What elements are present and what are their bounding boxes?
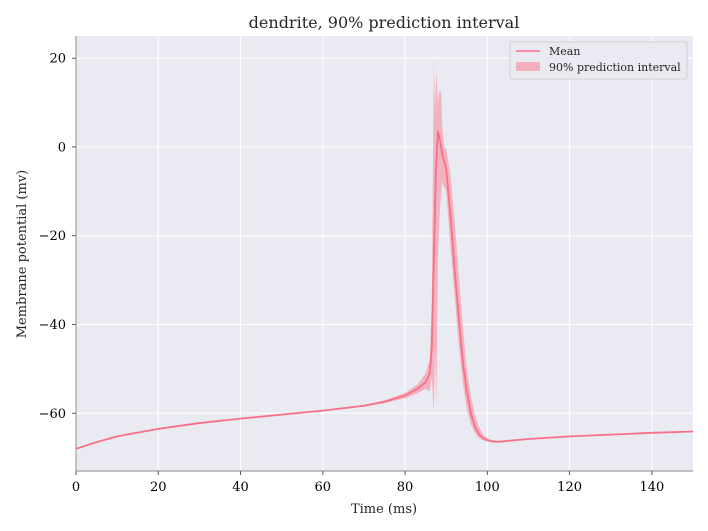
x-tick-label: 20 [150, 480, 167, 495]
legend-box [509, 41, 688, 80]
x-tick-label: 80 [397, 480, 414, 495]
y-tick-label: −40 [39, 318, 66, 333]
y-axis-ticks: 20 0 −20 −40 −60 [39, 52, 76, 422]
mean-line-layer [75, 130, 694, 450]
plot-area [76, 36, 693, 471]
legend-interval-swatch [516, 62, 540, 71]
y-tick-label: −60 [39, 407, 66, 422]
y-tick-label: −20 [39, 229, 66, 244]
y-tick-label: 0 [58, 140, 66, 155]
grid-lines [75, 36, 693, 471]
legend-mean-label: Mean [549, 45, 580, 58]
mean-line [75, 130, 694, 450]
x-tick-label: 120 [557, 480, 582, 495]
chart-title: dendrite, 90% prediction interval [249, 13, 520, 32]
x-axis-label: Time (ms) [351, 502, 417, 517]
legend-interval-label: 90% prediction interval [549, 61, 681, 74]
x-tick-label: 100 [475, 480, 500, 495]
legend: Mean 90% prediction interval [509, 41, 688, 80]
x-tick-label: 140 [639, 480, 664, 495]
x-axis-ticks: 0 20 40 60 80 100 120 140 [72, 471, 664, 495]
y-axis-label: Membrane potential (mv) [15, 170, 30, 339]
y-tick-label: 20 [49, 52, 66, 67]
x-tick-label: 40 [232, 480, 249, 495]
x-tick-label: 0 [72, 480, 80, 495]
x-tick-label: 60 [315, 480, 332, 495]
